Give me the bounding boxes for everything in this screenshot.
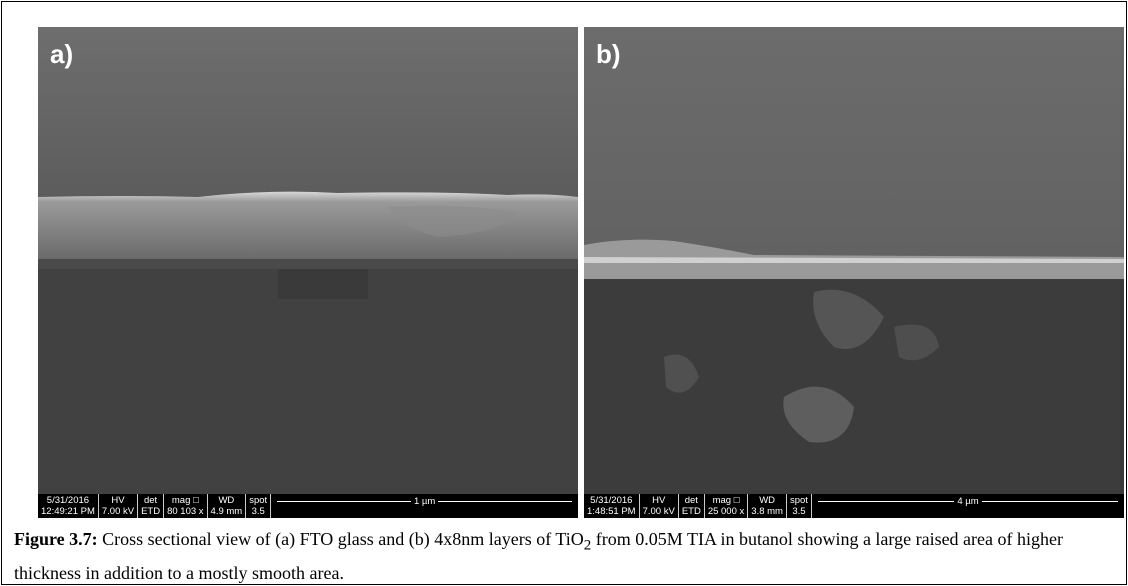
det-label: det xyxy=(141,495,160,506)
date: 5/31/2016 xyxy=(587,495,636,506)
date: 5/31/2016 xyxy=(41,495,95,506)
caption-text: Cross sectional view of (a) FTO glass an… xyxy=(98,529,584,549)
hv: 7.00 kV xyxy=(102,506,134,517)
wd-label: WD xyxy=(211,495,243,506)
spot-label: spot xyxy=(249,495,267,506)
scale-bar-label: 4 µm xyxy=(954,496,981,507)
wd-label: WD xyxy=(751,495,783,506)
panel-label: a) xyxy=(50,39,73,70)
det: ETD xyxy=(682,506,701,517)
mag: 25 000 x xyxy=(708,506,744,517)
det-label: det xyxy=(682,495,701,506)
sem-image xyxy=(584,27,1124,518)
caption-label: Figure 3.7: xyxy=(14,529,98,549)
time: 1:48:51 PM xyxy=(587,506,636,517)
hv-label: HV xyxy=(643,495,675,506)
panel-label: b) xyxy=(596,39,621,70)
scale-bar-label: 1 µm xyxy=(411,496,438,507)
mag-label: mag □ xyxy=(708,495,744,506)
wd: 3.8 mm xyxy=(751,506,783,517)
figure-caption: Figure 3.7: Cross sectional view of (a) … xyxy=(14,526,1114,586)
time: 12:49:21 PM xyxy=(41,506,95,517)
det: ETD xyxy=(141,506,160,517)
wd: 4.9 mm xyxy=(211,506,243,517)
hv-label: HV xyxy=(102,495,134,506)
spot-label: spot xyxy=(790,495,808,506)
mag-label: mag □ xyxy=(167,495,203,506)
mag: 80 103 x xyxy=(167,506,203,517)
hv: 7.00 kV xyxy=(643,506,675,517)
spot: 3.5 xyxy=(790,506,808,517)
page: a) 5/31/201612:49:21 PM HV7.00 kV detETD… xyxy=(0,0,1128,586)
spot: 3.5 xyxy=(249,506,267,517)
sem-image xyxy=(38,27,578,518)
